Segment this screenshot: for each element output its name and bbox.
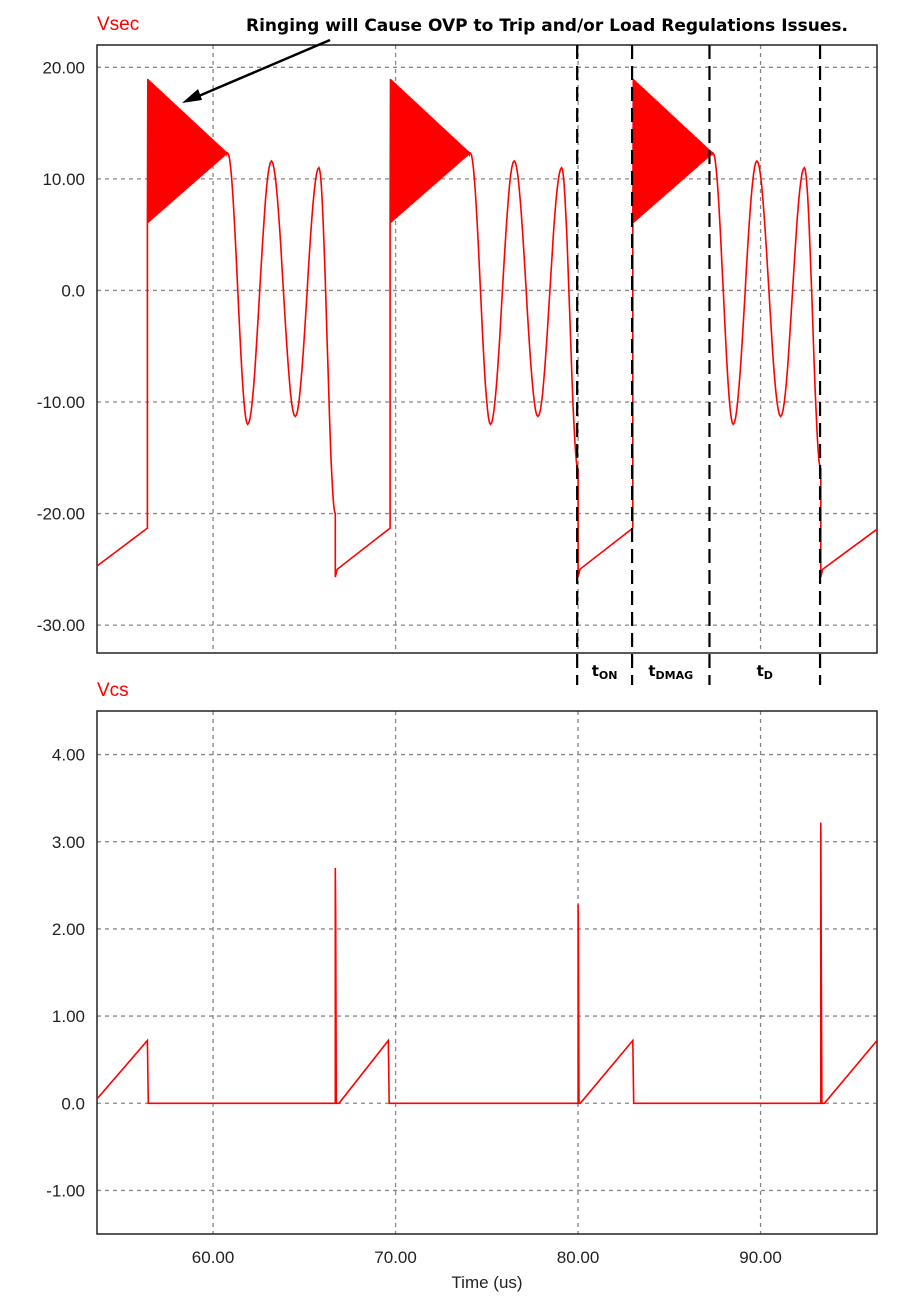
x-tick-label: 70.00 [374, 1248, 417, 1267]
x-axis-label: Time (us) [451, 1273, 522, 1292]
y-tick-label: 2.00 [52, 920, 85, 939]
y-tick-label: -20.00 [37, 505, 85, 524]
y-tick-label: -10.00 [37, 393, 85, 412]
interval-label: tDMAG [648, 662, 693, 682]
y-tick-label: 1.00 [52, 1007, 85, 1026]
vcs-title: Vcs [97, 680, 129, 701]
y-tick-label: 0.0 [61, 281, 85, 300]
annotation-text: Ringing will Cause OVP to Trip and/or Lo… [246, 16, 848, 36]
y-tick-label: 0.0 [61, 1094, 85, 1113]
x-tick-label: 90.00 [739, 1248, 782, 1267]
vcs-waveform [96, 822, 878, 1105]
y-tick-label: -30.00 [37, 616, 85, 635]
plot-frame [96, 710, 878, 1235]
x-tick-label: 60.00 [192, 1248, 235, 1267]
x-tick-label: 80.00 [557, 1248, 600, 1267]
plot-frame [96, 44, 878, 654]
interval-label: tON [592, 662, 618, 682]
annotation-arrow-line [193, 38, 331, 100]
interval-label: tD [757, 662, 773, 682]
annotation-arrow-head [182, 89, 203, 104]
y-tick-label: 3.00 [52, 833, 85, 852]
y-tick-label: 10.00 [42, 170, 85, 189]
y-tick-label: -1.00 [46, 1181, 85, 1200]
vsec-waveform [96, 78, 878, 578]
vsec-title: Vsec [97, 14, 139, 35]
y-tick-label: 20.00 [42, 58, 85, 77]
y-tick-label: 4.00 [52, 746, 85, 765]
